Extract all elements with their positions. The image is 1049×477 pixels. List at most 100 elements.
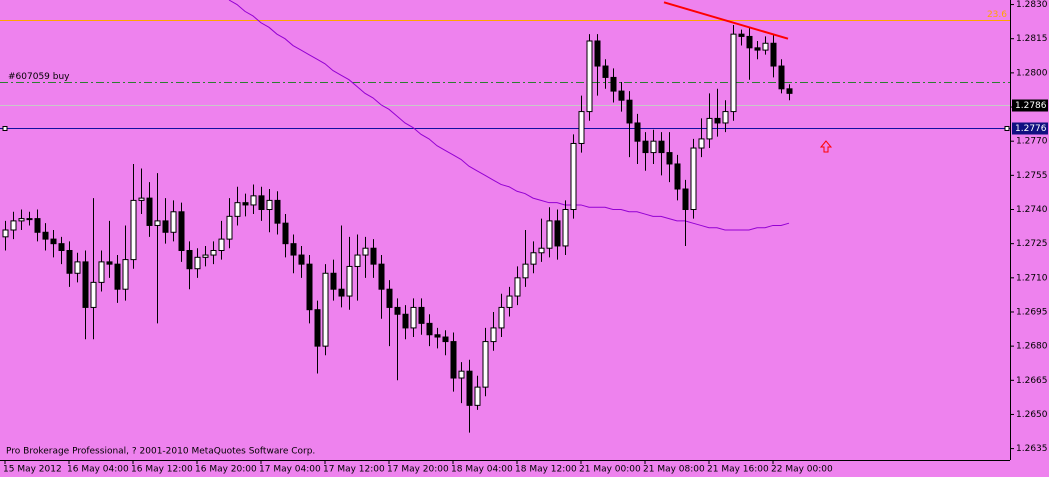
- candle-body: [498, 306, 505, 329]
- candle-body: [570, 142, 577, 211]
- candle-body: [154, 220, 161, 226]
- candle-body: [274, 199, 281, 224]
- candle-body: [714, 117, 721, 124]
- candle-body: [554, 220, 561, 247]
- candle-body: [34, 218, 41, 233]
- candle-body: [514, 277, 521, 297]
- candle-body: [114, 263, 121, 290]
- y-tick-label: 1.2710: [1016, 273, 1048, 283]
- candle-body: [610, 76, 617, 92]
- candle-body: [130, 199, 137, 261]
- candle-body: [402, 313, 409, 329]
- candle-body: [418, 306, 425, 324]
- candle-body: [666, 152, 673, 165]
- candle-body: [618, 90, 625, 101]
- candle-body: [98, 261, 105, 283]
- candle-body: [770, 42, 777, 67]
- y-tick-label: 1.2815: [1016, 34, 1048, 44]
- price-tag: [1012, 122, 1048, 135]
- y-tick-label: 1.2695: [1016, 307, 1048, 317]
- price-tag-label: 1.2776: [1015, 124, 1047, 134]
- y-tick-label: 1.2755: [1016, 171, 1048, 181]
- candle-body: [722, 111, 729, 124]
- candle-body: [626, 99, 633, 124]
- level-label: 23.6: [987, 10, 1007, 20]
- candle-body: [642, 140, 649, 154]
- candle-body: [90, 281, 97, 308]
- candle-body: [2, 229, 9, 238]
- x-tick-label: 16 May 04:00: [67, 465, 129, 475]
- x-tick-label: 18 May 12:00: [515, 465, 577, 475]
- x-tick-label: 22 May 00:00: [771, 465, 833, 475]
- candle-body: [146, 197, 153, 226]
- candle-body: [466, 370, 473, 406]
- level-label: #607059 buy: [8, 72, 70, 82]
- plot-area: [0, 0, 1010, 433]
- y-tick-label: 1.2740: [1016, 205, 1048, 215]
- y-tick-label: 1.2650: [1016, 410, 1048, 420]
- candle-body: [194, 256, 201, 270]
- candle-body: [386, 288, 393, 308]
- candle-body: [66, 249, 73, 274]
- candle-body: [442, 336, 449, 343]
- candle-body: [210, 249, 217, 256]
- candle-body: [594, 40, 601, 67]
- candle-body: [330, 272, 337, 290]
- candle-body: [322, 272, 329, 347]
- candle-body: [186, 249, 193, 270]
- candle-body: [106, 261, 113, 265]
- candle-body: [778, 65, 785, 90]
- line-handle: [1004, 126, 1010, 131]
- candle-body: [578, 111, 585, 144]
- x-tick-label: 21 May 00:00: [579, 465, 641, 475]
- candle-body: [762, 42, 769, 51]
- candle-body: [674, 163, 681, 190]
- y-tick-label: 1.2725: [1016, 239, 1048, 249]
- candle-body: [482, 341, 489, 388]
- candle-body: [754, 47, 761, 51]
- candle-body: [122, 259, 129, 290]
- candle-body: [138, 197, 145, 201]
- copyright: Pro Brokerage Professional, ? 2001-2010 …: [6, 447, 315, 457]
- price-tag-label: 1.2786: [1015, 101, 1047, 111]
- candle-body: [746, 35, 753, 49]
- candle-body: [10, 220, 17, 231]
- x-tick-label: 16 May 12:00: [131, 465, 193, 475]
- candle-body: [378, 263, 385, 290]
- candle-body: [474, 386, 481, 406]
- candle-body: [730, 33, 737, 113]
- candle-body: [250, 195, 257, 206]
- candle-body: [450, 341, 457, 379]
- candle-body: [786, 88, 793, 94]
- y-tick-label: 1.2680: [1016, 342, 1048, 352]
- candle-body: [234, 202, 241, 217]
- candle-body: [218, 238, 225, 251]
- x-tick-label: 17 May 20:00: [387, 465, 449, 475]
- candle-body: [690, 147, 697, 211]
- candle-body: [242, 202, 249, 206]
- y-tick-label: 1.2830: [1016, 0, 1048, 10]
- candle-body: [354, 254, 361, 267]
- x-tick-label: 21 May 16:00: [707, 465, 769, 475]
- line-handle: [2, 126, 8, 131]
- candle-body: [738, 33, 745, 37]
- candle-body: [18, 218, 25, 222]
- candle-body: [314, 309, 321, 347]
- candle-body: [290, 243, 297, 256]
- candle-body: [50, 238, 57, 245]
- candle-body: [602, 65, 609, 78]
- y-tick-label: 1.2770: [1016, 137, 1048, 147]
- candle-body: [362, 247, 369, 256]
- candle-body: [226, 215, 233, 240]
- x-tick-label: 21 May 08:00: [643, 465, 705, 475]
- candle-body: [634, 122, 641, 142]
- candle-body: [698, 138, 705, 149]
- candle-body: [586, 40, 593, 113]
- x-tick-label: 17 May 04:00: [259, 465, 321, 475]
- price-tag: [1012, 99, 1048, 112]
- candle-body: [522, 263, 529, 279]
- candle-body: [306, 263, 313, 311]
- x-tick-label: 16 May 20:00: [195, 465, 257, 475]
- buy-arrow: [819, 140, 833, 153]
